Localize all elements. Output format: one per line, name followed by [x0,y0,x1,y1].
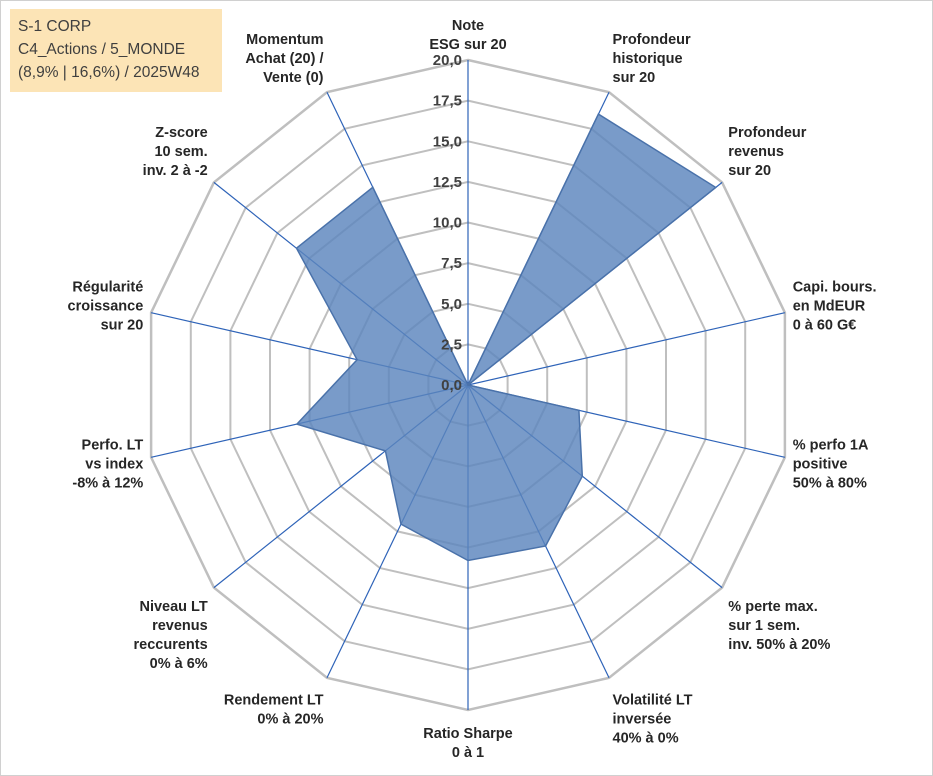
axis-label-line: 10 sem. [154,144,207,160]
axis-label-line: Volatilité LT [613,693,693,709]
axis-label: Note ESG sur 20 [429,18,506,53]
axis-label-line: reccurents [134,637,208,653]
info-box: S-1 CORP C4_Actions / 5_MONDE (8,9% | 16… [10,9,222,92]
axis-label-line: 0 à 1 [452,745,484,761]
axis-label-line: en MdEUR [793,299,866,315]
axis-label-line: revenus [728,144,784,160]
axis-label-line: Vente (0) [263,70,324,86]
axis-label-line: ESG sur 20 [429,37,506,53]
axis-label-line: sur 1 sem. [728,618,800,634]
tick-label: 15,0 [433,133,462,150]
axis-label-line: sur 20 [101,318,144,334]
info-category: C4_Actions / 5_MONDE [18,41,186,58]
axis-label-line: 50% à 80% [793,476,867,492]
axis-label-line: Profondeur [728,125,806,141]
tick-label: 7,5 [441,255,462,272]
axis-label-line: % perte max. [728,599,817,615]
axis-label-line: Profondeur [613,32,691,48]
info-company: S-1 CORP [18,18,92,35]
axis-label: Rendement LT 0% à 20% [224,693,324,728]
axis-label: Momentum Achat (20) / Vente (0) [245,32,323,86]
axis-label-line: 0 à 60 G€ [793,318,857,334]
axis-label: Profondeur revenus sur 20 [728,125,806,179]
axis-label-line: vs index [85,457,143,473]
axis-label-line: positive [793,457,848,473]
axis-label-line: Ratio Sharpe [423,726,512,742]
axis-label-line: inv. 2 à -2 [143,163,208,179]
info-period: (8,9% | 16,6%) / 2025W48 [18,64,200,81]
axis-label-line: % perfo 1A [793,438,869,454]
axis-label-line: historique [613,51,683,67]
axis-label: Capi. bours. en MdEUR 0 à 60 G€ [793,280,877,334]
series [295,113,717,562]
axis-label-line: Achat (20) / [245,51,323,67]
axis-label-line: Note [452,18,484,34]
axis-label-line: Régularité [72,280,143,296]
axis-label: Ratio Sharpe 0 à 1 [423,726,512,761]
axis-label-line: croissance [68,299,144,315]
axis-labels: Note ESG sur 20 Profondeur historique sur 20… [68,18,877,761]
axis-label-line: 0% à 6% [150,656,208,672]
axis-label: Volatilité LT inversée 40% à 0% [613,693,693,747]
axis-label-line: Momentum [246,32,323,48]
axis-label-line: Niveau LT [139,599,207,615]
axis-label-line: -8% à 12% [72,476,143,492]
axis-label: Z-score 10 sem. inv. 2 à -2 [143,125,208,179]
tick-label: 5,0 [441,296,462,313]
tick-label: 12,5 [433,174,462,191]
axis-label-line: revenus [152,618,208,634]
axis-label-line: Z-score [155,125,207,141]
axis-label: Perfo. LT vs index -8% à 12% [72,438,143,492]
tick-label: 17,5 [433,93,462,110]
tick-label: 10,0 [433,215,462,232]
axis-label-line: inversée [613,712,672,728]
axis-label: Profondeur historique sur 20 [613,32,691,86]
axis-label-line: Rendement LT [224,693,324,709]
tick-label: 20,0 [433,52,462,69]
axis-label-line: sur 20 [613,70,656,86]
axis-label-line: Perfo. LT [82,438,144,454]
axis-label-line: 40% à 0% [613,731,679,747]
axis-label-line: Capi. bours. [793,280,877,296]
axis-label: % perfo 1A positive 50% à 80% [793,438,869,492]
axis-label-line: inv. 50% à 20% [728,637,830,653]
axis-label-line: sur 20 [728,163,771,179]
axis-spoke [467,312,786,386]
tick-label: 0,0 [441,377,462,394]
tick-label: 2,5 [441,336,462,353]
axis-label-line: 0% à 20% [257,712,323,728]
axis-label: % perte max. sur 1 sem. inv. 50% à 20% [728,599,830,653]
axis-label: Niveau LT revenus reccurents 0% à 6% [134,599,208,672]
series-area [295,113,717,562]
tick-labels: 0,0 2,5 5,0 7,5 10,0 12,5 15,0 17,5 20,0 [433,52,462,394]
axis-label: Régularité croissance sur 20 [68,280,144,334]
